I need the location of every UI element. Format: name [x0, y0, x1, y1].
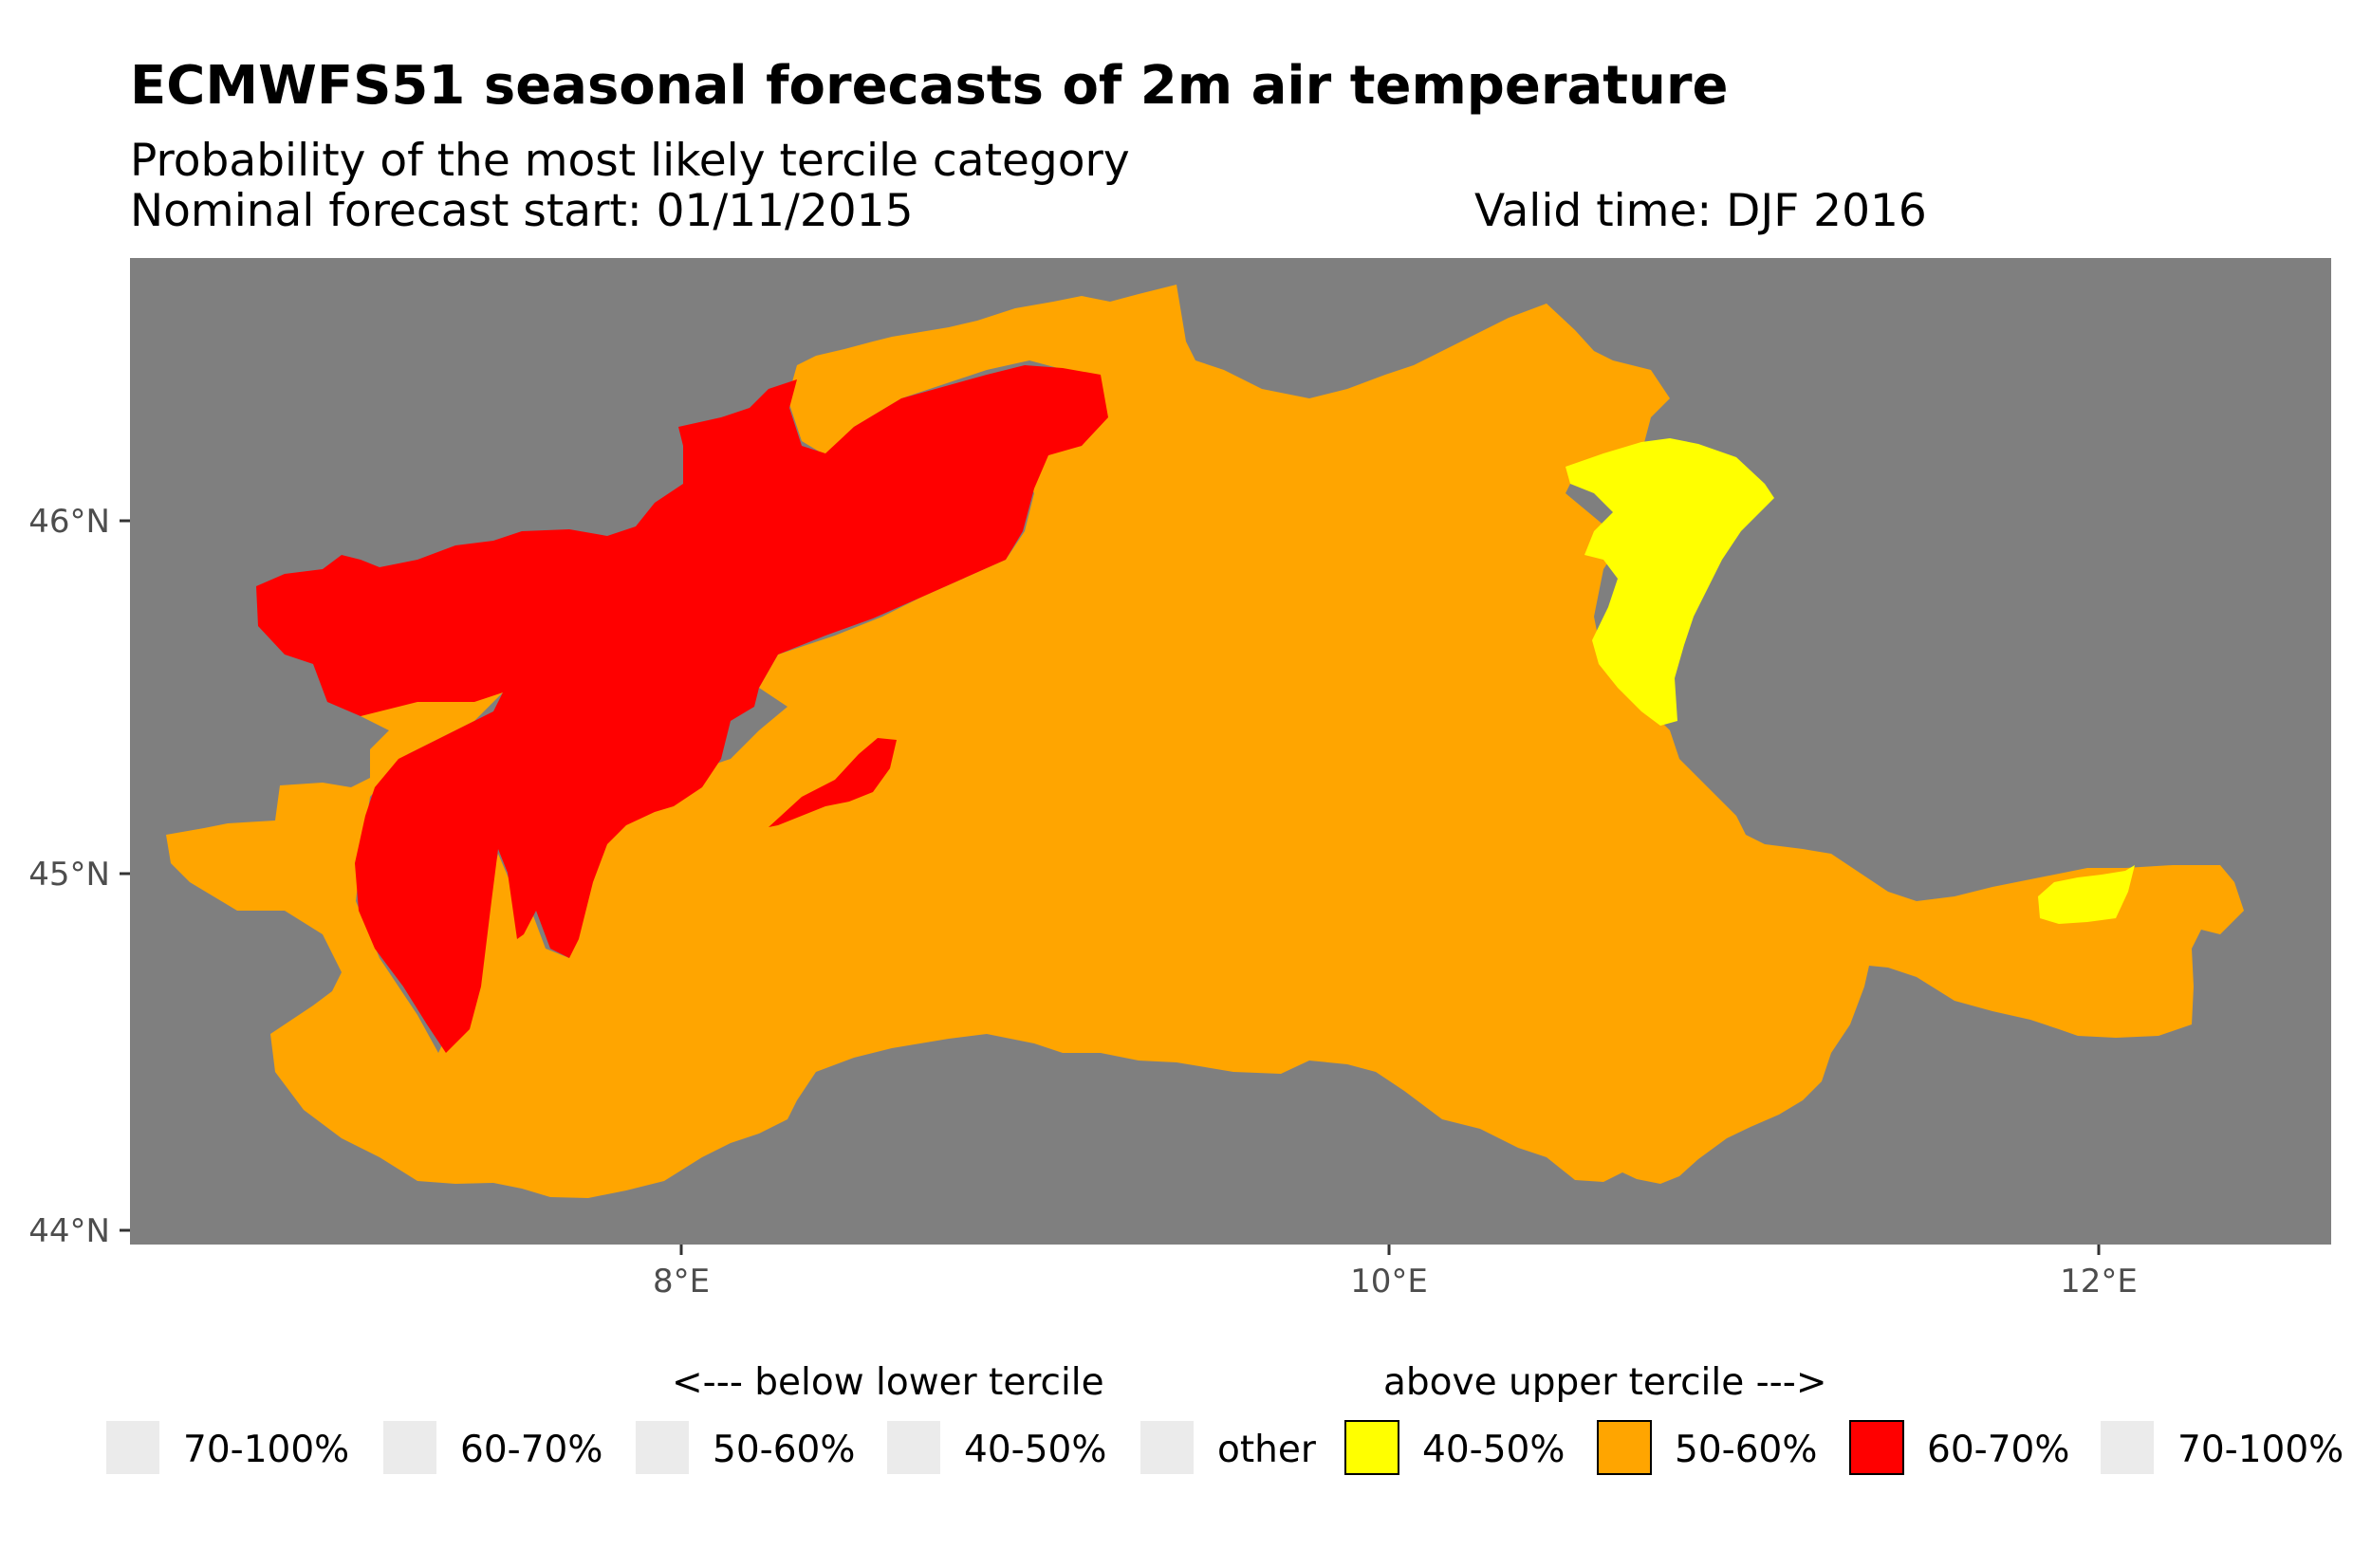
x-label-10: 10°E [1350, 1263, 1428, 1301]
y-label-45: 45°N [28, 856, 110, 894]
legend-below-label: <--- below lower tercile [672, 1361, 1104, 1404]
legend-swatch [1140, 1421, 1194, 1474]
legend-item-label: 60-70% [1927, 1429, 2069, 1471]
legend-above-label: above upper tercile ---> [1383, 1361, 1827, 1404]
legend-item-label: 40-50% [964, 1429, 1106, 1471]
x-label-12: 12°E [2060, 1263, 2138, 1301]
legend-item-label: 70-100% [2177, 1429, 2344, 1471]
legend-item-label: 70-100% [183, 1429, 349, 1471]
region-above-40-50-delta [2038, 865, 2135, 924]
region-above-60-70 [256, 365, 1108, 1053]
region-above-40-50-east [1566, 438, 1774, 726]
x-label-8: 8°E [653, 1263, 710, 1301]
legend-swatch [887, 1421, 940, 1474]
legend-item-above-60-70: 60-70% [1849, 1420, 2069, 1475]
legend-item-above-70-100: 70-100% [2101, 1421, 2344, 1474]
legend-item-label: 60-70% [460, 1429, 602, 1471]
legend-swatch [1849, 1420, 1904, 1475]
legend-item-above-40-50: 40-50% [1344, 1420, 1565, 1475]
legend-item-above-50-60: 50-60% [1597, 1420, 1817, 1475]
legend-swatch [106, 1421, 159, 1474]
legend-item-below-70-100: 70-100% [106, 1421, 349, 1474]
legend-item-label: 50-60% [1675, 1429, 1817, 1471]
region-above-60-70-small [769, 738, 897, 827]
legend-swatch [383, 1421, 436, 1474]
chart-subtitle: Probability of the most likely tercile c… [130, 135, 1130, 187]
legend-item-label: 50-60% [713, 1429, 855, 1471]
legend-item-other: other [1140, 1421, 1317, 1474]
legend-swatch [636, 1421, 689, 1474]
valid-time: Valid time: DJF 2016 [1474, 185, 1927, 237]
y-label-46: 46°N [28, 503, 110, 541]
legend-item-below-50-60: 50-60% [636, 1421, 855, 1474]
legend-item-label: other [1217, 1429, 1317, 1471]
legend-swatch [2101, 1421, 2154, 1474]
chart-title: ECMWFS51 seasonal forecasts of 2m air te… [130, 55, 1729, 117]
y-label-44: 44°N [28, 1212, 110, 1250]
legend-swatch [1597, 1420, 1652, 1475]
legend-swatch [1344, 1420, 1399, 1475]
legend-item-label: 40-50% [1422, 1429, 1565, 1471]
legend-item-below-40-50: 40-50% [887, 1421, 1106, 1474]
forecast-start: Nominal forecast start: 01/11/2015 [130, 185, 914, 237]
legend-item-below-60-70: 60-70% [383, 1421, 602, 1474]
region-above-50-60 [166, 285, 2244, 1198]
